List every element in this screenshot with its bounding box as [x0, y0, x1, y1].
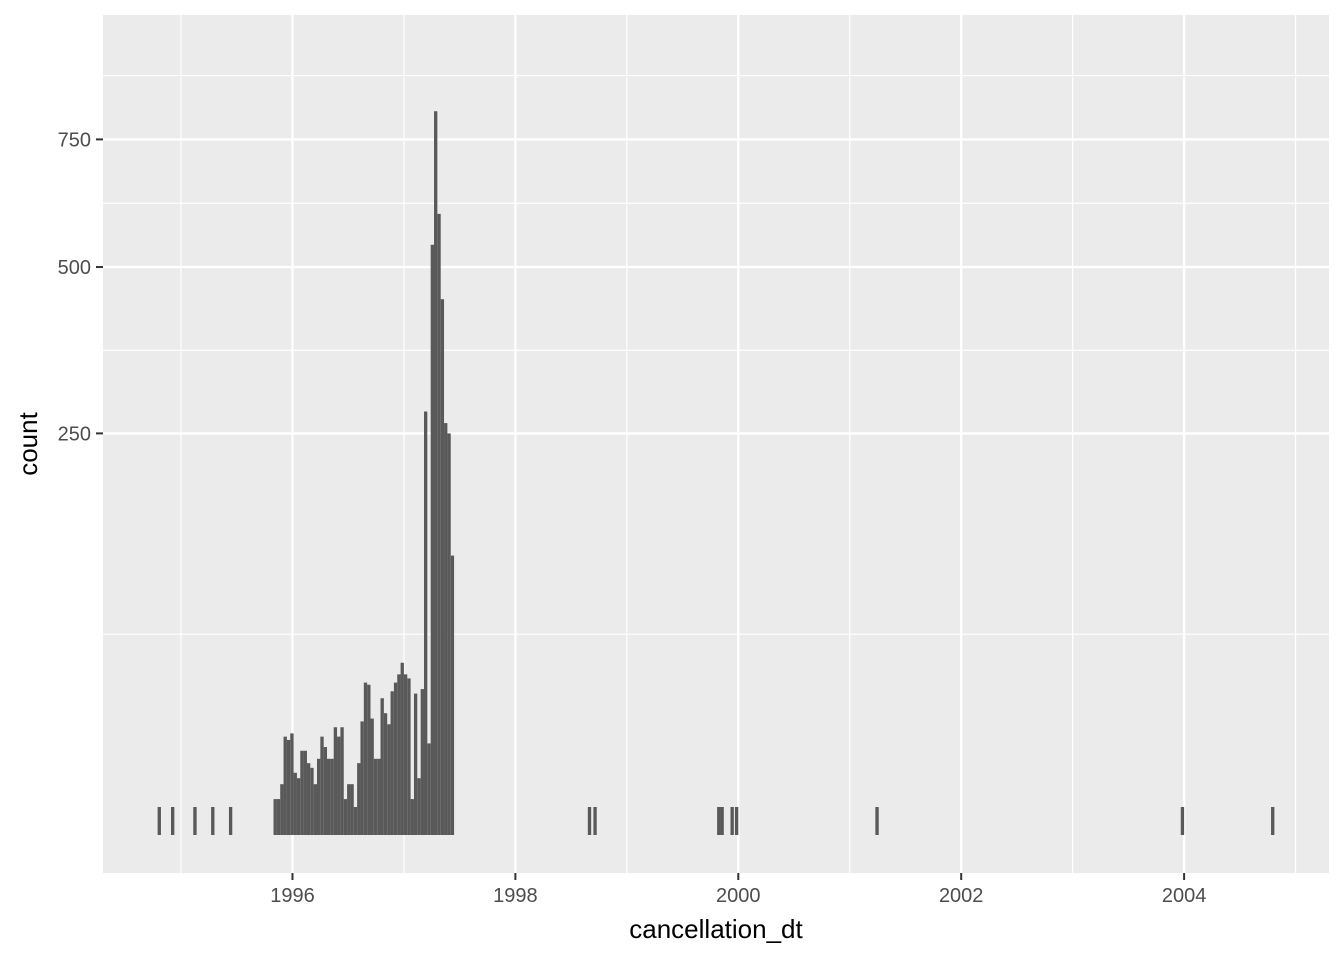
histogram-bar	[407, 678, 411, 835]
histogram-bar	[323, 747, 328, 835]
histogram-bar	[316, 758, 321, 835]
histogram-bar	[337, 736, 341, 835]
histogram-bar	[1180, 807, 1185, 835]
histogram-bar	[310, 767, 314, 835]
histogram-bar	[387, 724, 391, 835]
grid-major	[103, 15, 1329, 873]
histogram-bar	[417, 778, 421, 835]
histogram-bar	[593, 807, 597, 835]
histogram-bar	[447, 433, 451, 835]
y-tick-label: 500	[58, 257, 91, 279]
histogram-bar	[273, 799, 277, 835]
histogram-bar	[403, 674, 408, 835]
histogram-bar	[383, 713, 388, 835]
histogram-bar	[427, 743, 431, 835]
histogram-bar	[373, 758, 378, 835]
histogram-bar	[363, 682, 368, 835]
histogram-bar	[293, 772, 297, 835]
histogram-bar	[170, 807, 175, 835]
histogram-bar	[357, 763, 361, 835]
histogram-bar	[300, 750, 304, 835]
histogram-bar	[280, 784, 284, 835]
histogram-bar	[193, 807, 197, 835]
histogram-bar	[276, 799, 281, 835]
histogram-bar	[377, 758, 381, 835]
histogram-bar	[286, 739, 291, 835]
histogram-bar	[290, 733, 294, 835]
histogram-bar	[330, 758, 334, 835]
x-tick-label: 1998	[493, 885, 538, 907]
y-tick-label: 250	[58, 423, 91, 445]
histogram-bar	[450, 555, 455, 835]
histogram-bar	[296, 778, 301, 835]
histogram-bar	[420, 689, 424, 835]
grid-minor	[103, 15, 1329, 873]
histogram-bar	[380, 698, 384, 835]
x-tick-label: 2000	[716, 885, 761, 907]
y-tick-label: 750	[58, 129, 91, 151]
histogram-bar	[423, 411, 428, 835]
histogram-bar	[410, 799, 414, 835]
histogram-bar	[283, 736, 287, 835]
histogram-bar	[730, 807, 734, 835]
histogram-bar	[367, 684, 371, 835]
histogram-bar	[720, 807, 724, 835]
histogram-bar	[343, 799, 348, 835]
histogram-bar	[333, 727, 338, 835]
bars	[157, 111, 1275, 835]
histogram-bar	[327, 758, 331, 835]
x-tick-label: 2004	[1162, 885, 1207, 907]
histogram-bar	[347, 784, 351, 835]
histogram-bar	[440, 299, 445, 835]
x-tick-label: 1996	[270, 885, 315, 907]
histogram-bar	[444, 423, 448, 835]
histogram-bar	[413, 693, 418, 835]
histogram-bar	[320, 736, 324, 835]
histogram-bar	[400, 662, 404, 835]
histogram-bar	[306, 763, 311, 835]
histogram-bar	[157, 807, 161, 835]
histogram-bar	[360, 721, 364, 835]
y-axis-title: count	[13, 411, 43, 475]
histogram-bar	[353, 807, 358, 835]
x-axis-title: cancellation_dt	[629, 914, 803, 944]
histogram-bar	[390, 691, 394, 835]
histogram-bar	[313, 784, 317, 835]
histogram-bar	[734, 807, 739, 835]
histogram-bar	[437, 213, 441, 835]
histogram-bar	[350, 784, 354, 835]
histogram-bar	[211, 807, 215, 835]
panel-background	[103, 15, 1329, 873]
histogram-bar	[875, 807, 879, 835]
histogram-bar	[434, 111, 438, 835]
y-axis: 250 500 750	[58, 129, 103, 445]
histogram-bar	[717, 807, 721, 835]
histogram-bar	[430, 244, 435, 835]
x-tick-label: 2002	[939, 885, 984, 907]
histogram-bar	[1271, 807, 1275, 835]
x-axis: 1996 1998 2000 2002 2004	[270, 873, 1206, 907]
histogram-bar	[228, 807, 233, 835]
histogram-bar	[370, 718, 374, 835]
histogram-bar	[303, 750, 307, 835]
histogram-bar	[397, 674, 401, 835]
histogram-bar	[587, 807, 592, 835]
histogram-bar	[393, 682, 398, 835]
histogram-bar	[340, 727, 344, 835]
